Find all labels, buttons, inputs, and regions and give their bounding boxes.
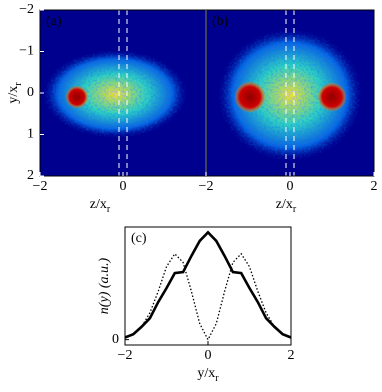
axis-label-text: z/x xyxy=(276,197,293,212)
axis-label-sub: r xyxy=(13,82,24,86)
frame-c xyxy=(124,226,292,346)
axis-label-sub: r xyxy=(215,373,219,384)
x-tick-label: −2 xyxy=(33,179,48,194)
x-tick-label: 0 xyxy=(287,179,294,194)
axis-label: z/xr xyxy=(90,197,111,215)
x-tick-label: −2 xyxy=(118,348,133,363)
axis-label: z/xr xyxy=(276,197,297,215)
axis-label-sub: r xyxy=(293,204,297,215)
x-tick-label: 0 xyxy=(120,179,127,194)
x-tick-label: 2 xyxy=(288,348,295,363)
axis-label: n(y) (a.u.) xyxy=(97,257,112,314)
y-tick-label: 0 xyxy=(27,85,34,100)
heatmap-a xyxy=(40,10,206,176)
x-tick-label: 2 xyxy=(371,179,378,194)
axis-label-text: y/x xyxy=(6,86,21,104)
y-tick-label: 2 xyxy=(27,168,34,183)
axis-label-text: y/x xyxy=(197,366,215,381)
axis-label: y/xr xyxy=(6,82,24,104)
y-tick-label: −2 xyxy=(19,2,34,17)
axis-label-text: z/x xyxy=(90,197,107,212)
y-tick-label: 1 xyxy=(27,127,34,142)
panel-label: (c) xyxy=(131,231,147,246)
y-tick-label: −1 xyxy=(19,44,34,59)
x-tick-label: 0 xyxy=(205,348,212,363)
x-tick-label: −2 xyxy=(199,179,214,194)
panel-label: (a) xyxy=(46,14,62,29)
heatmap-b xyxy=(206,10,374,176)
panel-label: (b) xyxy=(212,14,229,29)
y-tick-label: 0 xyxy=(112,332,119,347)
line-series xyxy=(124,230,292,339)
axis-label: y/xr xyxy=(197,366,219,384)
axis-label-sub: r xyxy=(107,204,111,215)
line-series xyxy=(124,252,292,342)
